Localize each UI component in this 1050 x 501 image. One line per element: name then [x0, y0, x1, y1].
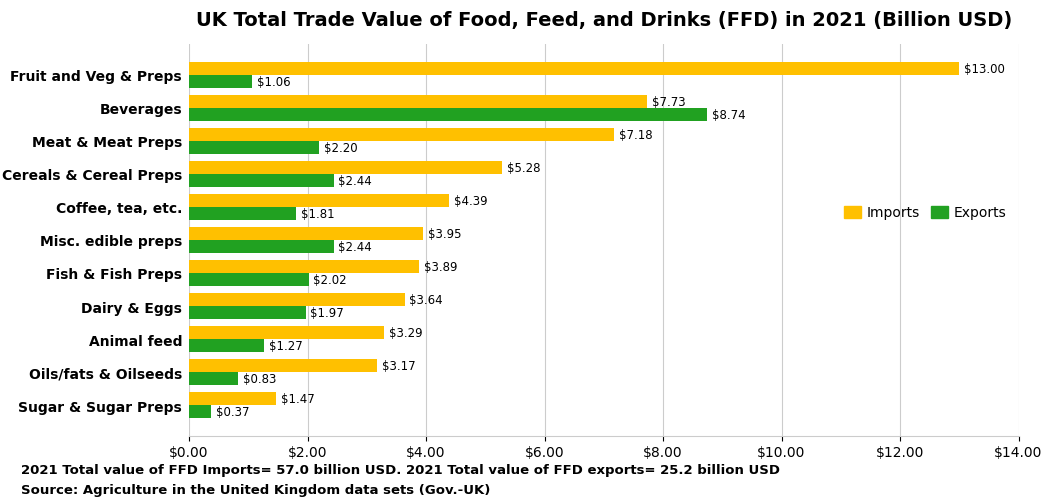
Text: $13.00: $13.00 [964, 63, 1005, 76]
Bar [189, 175, 334, 187]
Text: $3.64: $3.64 [410, 293, 443, 306]
Text: $1.06: $1.06 [256, 76, 290, 89]
Text: $2.02: $2.02 [313, 274, 348, 287]
Bar [189, 96, 647, 108]
Title: UK Total Trade Value of Food, Feed, and Drinks (FFD) in 2021 (Billion USD): UK Total Trade Value of Food, Feed, and … [195, 11, 1012, 30]
Text: $0.83: $0.83 [243, 372, 276, 385]
Text: $5.28: $5.28 [506, 161, 540, 174]
Bar [189, 142, 319, 154]
Text: $1.97: $1.97 [311, 307, 344, 320]
Text: 2021 Total value of FFD Imports= 57.0 billion USD. 2021 Total value of FFD expor: 2021 Total value of FFD Imports= 57.0 bi… [21, 463, 780, 476]
Bar [189, 392, 276, 405]
Text: $3.29: $3.29 [388, 326, 422, 339]
Text: $1.81: $1.81 [301, 207, 335, 220]
Text: $3.17: $3.17 [381, 359, 415, 372]
Text: $4.39: $4.39 [454, 194, 487, 207]
Text: $1.47: $1.47 [280, 392, 315, 405]
Bar [189, 340, 265, 352]
Bar [189, 274, 309, 286]
Bar [189, 241, 334, 254]
Bar [189, 109, 707, 122]
Bar [189, 327, 384, 339]
Bar [189, 307, 306, 319]
Bar [189, 294, 404, 306]
Text: $7.73: $7.73 [652, 96, 686, 109]
Text: $3.89: $3.89 [424, 261, 458, 274]
Text: $2.20: $2.20 [324, 142, 358, 155]
Bar [189, 227, 423, 240]
Text: $0.37: $0.37 [215, 405, 249, 418]
Text: $2.44: $2.44 [338, 175, 372, 188]
Text: $8.74: $8.74 [712, 109, 746, 122]
Bar [189, 359, 377, 372]
Bar [189, 406, 211, 418]
Bar [189, 63, 960, 75]
Text: $7.18: $7.18 [620, 129, 653, 141]
Bar [189, 162, 502, 174]
Text: $1.27: $1.27 [269, 340, 302, 352]
Bar [189, 129, 614, 141]
Text: Source: Agriculture in the United Kingdom data sets (Gov.-UK): Source: Agriculture in the United Kingdo… [21, 483, 490, 496]
Bar [189, 373, 238, 385]
Text: $3.95: $3.95 [427, 227, 461, 240]
Bar [189, 208, 296, 220]
Bar [189, 76, 252, 89]
Legend: Imports, Exports: Imports, Exports [839, 200, 1011, 225]
Bar [189, 195, 449, 207]
Text: $2.44: $2.44 [338, 240, 372, 254]
Bar [189, 261, 420, 273]
